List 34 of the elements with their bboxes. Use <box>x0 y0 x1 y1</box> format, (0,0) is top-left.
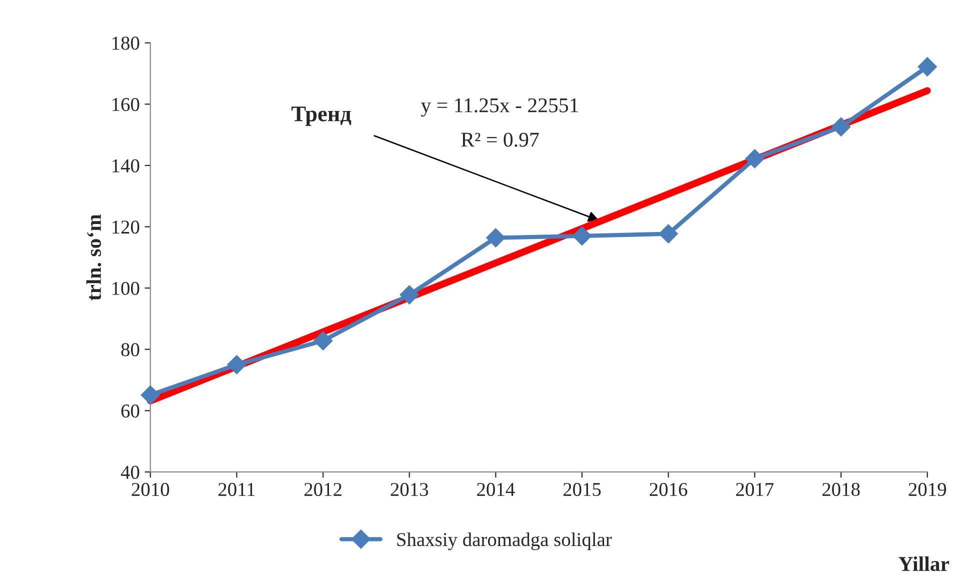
point <box>314 331 333 350</box>
point <box>572 226 592 246</box>
x-tick-label: 2017 <box>736 482 774 496</box>
x-tick-label: 2013 <box>390 482 428 496</box>
x-tick-label: 2019 <box>908 482 946 496</box>
point <box>140 385 160 405</box>
y-tick-label: 100 <box>112 282 140 295</box>
point <box>918 57 937 76</box>
point <box>745 149 764 168</box>
point <box>400 285 419 304</box>
x-tick-label: 2016 <box>650 482 688 496</box>
x-tick-label: 2012 <box>304 482 342 496</box>
y-tick-label: 140 <box>112 159 140 172</box>
x-axis-title: Yillar <box>898 556 950 572</box>
y-axis-title: trln. so‘m <box>86 214 102 300</box>
y-tick-label: 80 <box>121 343 140 356</box>
x-tick-label: 2014 <box>477 482 515 496</box>
y-tick-label: 180 <box>112 36 140 50</box>
annotation: y = 11.25x - 22551 <box>421 98 578 117</box>
annotation: R² = 0.97 <box>461 132 539 147</box>
x-tick-label: 2010 <box>132 482 170 496</box>
point <box>227 355 246 374</box>
x-tick-label: 2011 <box>218 482 255 496</box>
x-tick-label: 2018 <box>822 482 860 496</box>
point <box>832 117 851 136</box>
x-tick-label: 2015 <box>563 482 601 496</box>
y-tick-label: 60 <box>121 404 140 418</box>
y-tick-label: 120 <box>112 220 140 234</box>
legend-label: Shaxsiy daromadga soliqlar <box>397 532 612 550</box>
point <box>658 224 678 244</box>
annotation: Тренд <box>292 106 352 126</box>
point <box>486 228 506 248</box>
y-tick-label: 40 <box>120 466 140 479</box>
y-tick-label: 160 <box>112 98 140 112</box>
